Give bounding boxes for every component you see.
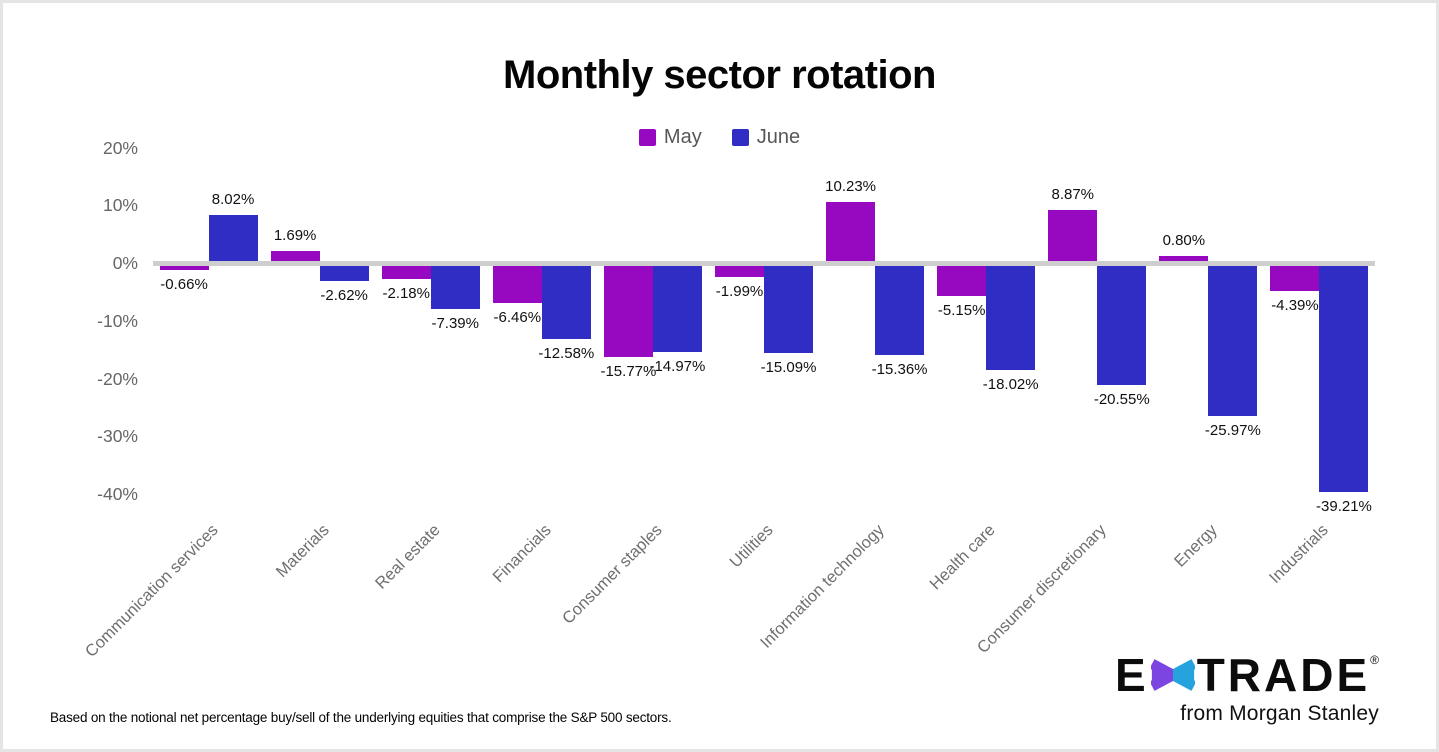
y-tick-label--20-: -20%	[97, 368, 138, 389]
bar-may-industrials	[1270, 266, 1320, 292]
value-label-june-financials: -12.58%	[538, 344, 595, 362]
y-tick-label-10-: 10%	[102, 195, 138, 216]
category-label-materials: Materials	[272, 521, 333, 582]
legend-swatch-may	[638, 129, 656, 146]
bar-may-financials	[492, 266, 542, 304]
value-label-june-materials: -2.62%	[320, 287, 368, 305]
value-label-may-financials: -6.46%	[493, 309, 542, 327]
category-label-utilities: Utilities	[726, 521, 777, 572]
value-label-may-materials: 1.69%	[273, 227, 317, 245]
chart-legend: May June	[3, 126, 1436, 149]
y-tick-label--40-: -40%	[97, 484, 138, 504]
registered-trademark-symbol: ®	[1370, 653, 1379, 667]
etrade-letter-e: E	[1115, 649, 1149, 701]
y-tick-label--10-: -10%	[97, 310, 138, 331]
legend-label-june: June	[756, 126, 801, 148]
y-tick-label--30-: -30%	[97, 426, 138, 447]
bar-june-consumer-staples	[652, 266, 702, 353]
value-label-june-industrials: -39.21%	[1316, 498, 1372, 516]
bar-may-energy	[1159, 256, 1209, 261]
category-label-financials: Financials	[489, 521, 555, 587]
legend-item-june: June	[731, 126, 801, 149]
value-label-june-real-estate: -7.39%	[431, 314, 479, 332]
zero-axis-line	[153, 261, 1375, 266]
category-label-communication-services: Communication services	[81, 521, 222, 661]
bar-june-consumer-discretionary	[1097, 266, 1147, 385]
morgan-stanley-tagline: from Morgan Stanley	[1180, 702, 1379, 725]
etrade-logo: E TRADE ® from Morgan S	[1115, 651, 1379, 726]
category-label-consumer-discretionary: Consumer discretionary	[974, 521, 1110, 657]
bar-may-materials	[270, 251, 320, 261]
category-label-information-technology: Information technology	[757, 521, 888, 652]
bar-may-information-technology	[826, 201, 876, 261]
value-label-may-information-technology: 10.23%	[825, 177, 877, 195]
bar-june-industrials	[1319, 266, 1369, 493]
value-label-june-communication-services: 8.02%	[211, 190, 255, 208]
bar-june-information-technology	[875, 266, 925, 355]
bar-may-real-estate	[381, 266, 431, 279]
bar-may-health-care	[937, 266, 987, 296]
value-label-june-utilities: -15.09%	[760, 359, 817, 377]
value-label-may-industrials: -4.39%	[1271, 297, 1319, 315]
value-label-june-consumer-staples: -14.97%	[649, 358, 706, 376]
legend-swatch-june	[731, 129, 749, 146]
category-label-consumer-staples: Consumer staples	[558, 521, 666, 628]
bar-may-consumer-discretionary	[1048, 209, 1098, 261]
etrade-wordmark: E TRADE ®	[1115, 651, 1379, 699]
category-label-real-estate: Real estate	[371, 521, 444, 593]
value-label-may-consumer-staples: -15.77%	[600, 363, 657, 381]
bar-may-communication-services	[159, 266, 209, 270]
bar-june-financials	[541, 266, 591, 339]
value-label-june-information-technology: -15.36%	[871, 360, 928, 378]
value-label-may-utilities: -1.99%	[715, 283, 764, 301]
etrade-star-icon	[1150, 659, 1195, 691]
chart-footnote: Based on the notional net percentage buy…	[50, 710, 672, 725]
category-label-health-care: Health care	[926, 521, 999, 594]
bar-june-materials	[319, 266, 369, 282]
value-label-june-consumer-discretionary: -20.55%	[1093, 390, 1150, 408]
y-tick-label-0-: 0%	[112, 253, 138, 273]
bar-june-utilities	[764, 266, 813, 354]
bar-may-consumer-staples	[603, 266, 653, 358]
bar-june-health-care	[986, 266, 1036, 371]
value-label-june-health-care: -18.02%	[982, 376, 1039, 394]
plot-area: 20% 10% 0% -10% -20% -30% -40% -0.66% 8.02% Commu…	[81, 123, 1375, 661]
y-tick-label-20-: 20%	[102, 137, 138, 158]
value-label-may-real-estate: -2.18%	[382, 284, 430, 302]
bar-may-utilities	[715, 266, 764, 278]
bar-june-real-estate	[430, 266, 480, 309]
value-label-may-communication-services: -0.66%	[160, 275, 208, 293]
etrade-letters-trade: TRADE	[1196, 649, 1371, 701]
value-label-june-energy: -25.97%	[1204, 421, 1261, 439]
chart-title: Monthly sector rotation	[503, 53, 936, 97]
value-label-may-energy: 0.80%	[1162, 232, 1206, 250]
bar-june-communication-services	[208, 214, 258, 261]
legend-label-may: May	[663, 126, 702, 148]
bar-june-energy	[1208, 266, 1258, 416]
value-label-may-health-care: -5.15%	[937, 301, 986, 319]
legend-item-may: May	[638, 126, 702, 149]
value-label-may-consumer-discretionary: 8.87%	[1051, 185, 1095, 203]
